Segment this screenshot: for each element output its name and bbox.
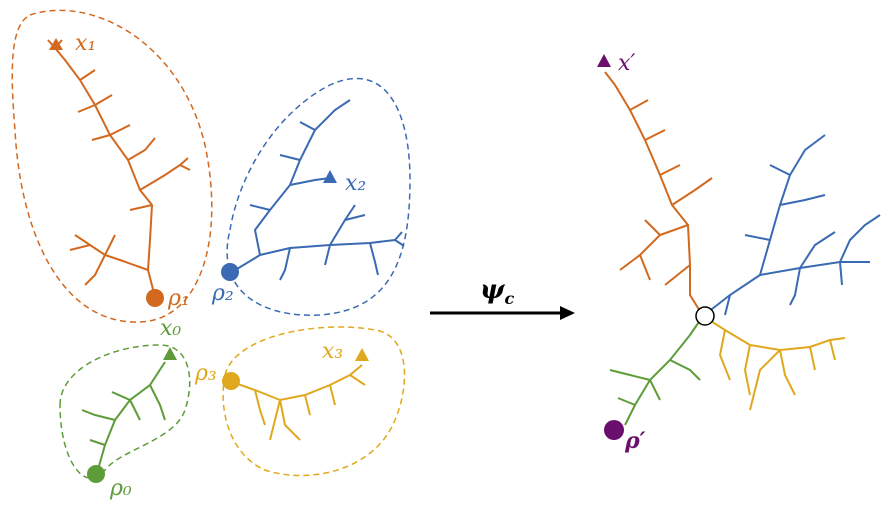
target-triangle-x3 bbox=[355, 348, 369, 361]
label-psi-c: ψc bbox=[480, 275, 514, 308]
tree-green bbox=[81, 361, 166, 474]
label-rho2: ρ₂ bbox=[211, 281, 234, 306]
enclosure-gold bbox=[222, 326, 406, 477]
label-rho3: ρ₃ bbox=[194, 361, 217, 386]
enclosure-green bbox=[59, 344, 191, 479]
label-x1: x₁ bbox=[75, 31, 96, 56]
root-dot-rho3 bbox=[222, 372, 240, 390]
tree-combined-green bbox=[609, 315, 704, 426]
root-dot-rho2 bbox=[221, 263, 239, 281]
root-dot-rhoprime bbox=[604, 420, 624, 440]
tree-combined-blue bbox=[702, 134, 881, 317]
mapping-arrow-head bbox=[560, 306, 575, 320]
label-xprime: x′ bbox=[618, 51, 635, 76]
label-x3: x₃ bbox=[322, 339, 343, 364]
tree-blue bbox=[231, 99, 405, 281]
tree-gold bbox=[231, 364, 366, 441]
label-x2: x₂ bbox=[345, 171, 366, 196]
tree-combined-gold bbox=[702, 315, 846, 411]
target-triangle-x2 bbox=[323, 170, 337, 183]
label-rho1: ρ₁ bbox=[167, 286, 190, 311]
label-rho0: ρ₀ bbox=[109, 476, 132, 501]
label-rhoprime: ρ′ bbox=[624, 428, 646, 454]
enclosure-orange bbox=[11, 9, 213, 323]
root-dot-rho0 bbox=[87, 465, 105, 483]
tree-combined-orange bbox=[604, 71, 713, 317]
target-triangle-xprime bbox=[597, 54, 611, 67]
root-dot-rho1 bbox=[146, 289, 164, 307]
target-triangle-x0 bbox=[163, 347, 177, 360]
target-triangle-x1 bbox=[49, 38, 63, 50]
junction-node bbox=[695, 306, 715, 326]
enclosure-blue bbox=[226, 77, 411, 316]
tree-orange bbox=[47, 39, 191, 298]
label-x0: x₀ bbox=[160, 316, 181, 341]
